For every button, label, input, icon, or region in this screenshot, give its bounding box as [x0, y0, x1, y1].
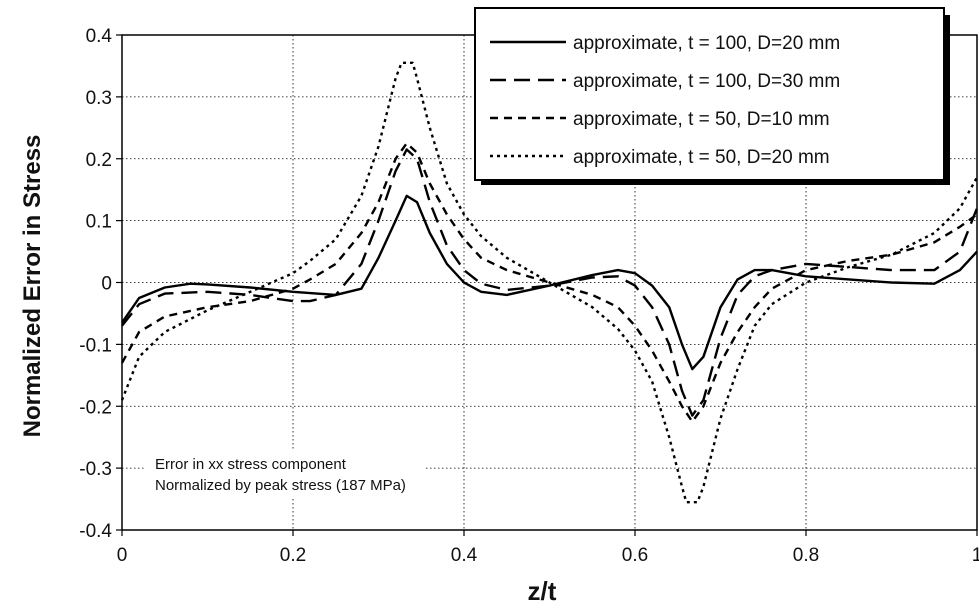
- y-tick-label: 0: [101, 274, 112, 295]
- x-axis-ticks: 0 0.2 0.4 0.6 0.8 1: [117, 530, 979, 566]
- plot-lines: [120, 61, 979, 504]
- x-tick-label: 1: [972, 545, 979, 566]
- legend-label-1: approximate, t = 100, D=20 mm: [573, 33, 840, 54]
- series-line-2: [121, 148, 979, 417]
- legend-label-4: approximate, t = 50, D=20 mm: [573, 147, 830, 168]
- y-tick-label: -0.2: [79, 397, 112, 418]
- y-tick-label: -0.1: [79, 335, 112, 356]
- annotation-line-2: Normalized by peak stress (187 MPa): [155, 477, 406, 494]
- x-tick-label: 0.8: [793, 545, 819, 566]
- x-tick-label: 0.2: [280, 545, 306, 566]
- annotation-line-1: Error in xx stress component: [155, 456, 347, 473]
- annotation-box: [146, 450, 426, 498]
- legend-label-2: approximate, t = 100, D=30 mm: [573, 71, 840, 92]
- y-axis-title: Normalized Error in Stress: [19, 135, 46, 438]
- y-tick-label: 0.2: [86, 150, 112, 171]
- series-line-4: [120, 61, 979, 504]
- x-axis-title: z/t: [528, 576, 557, 606]
- x-tick-label: 0.4: [451, 545, 478, 566]
- series-line-3: [120, 142, 978, 423]
- legend: approximate, t = 100, D=20 mm approximate…: [474, 7, 950, 185]
- legend-items: approximate, t = 100, D=20 mm approximate…: [490, 33, 840, 168]
- y-tick-label: 0.4: [86, 26, 113, 47]
- legend-box: [474, 7, 945, 181]
- y-tick-label: -0.4: [79, 521, 112, 542]
- x-tick-label: 0.6: [622, 545, 648, 566]
- x-tick-label: 0: [117, 545, 128, 566]
- y-tick-label: 0.3: [86, 88, 112, 109]
- legend-label-3: approximate, t = 50, D=10 mm: [573, 109, 830, 130]
- y-axis-ticks: 0.4 0.3 0.2 0.1 0 -0.1 -0.2 -0.3 -0.4: [79, 26, 122, 542]
- y-tick-label: -0.3: [79, 459, 112, 480]
- y-tick-label: 0.1: [86, 212, 112, 233]
- annotation: Error in xx stress component Normalized …: [146, 450, 426, 498]
